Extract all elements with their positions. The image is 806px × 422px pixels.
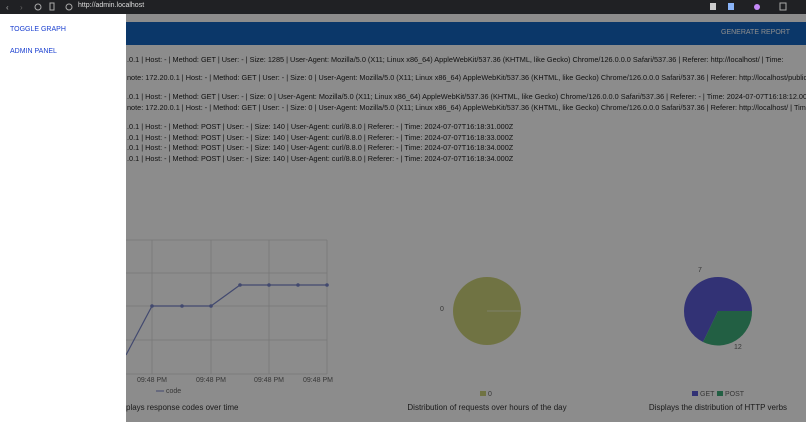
legend-swatch	[692, 391, 698, 396]
sidebar	[0, 14, 126, 422]
chart-caption: Distribution of requests over hours of t…	[407, 403, 566, 412]
line-points	[150, 283, 329, 308]
log-line: note: 172.20.0.1 | Host: - | Method: GET…	[127, 73, 806, 82]
line-series	[125, 284, 327, 356]
header-bar	[0, 22, 806, 45]
legend-swatch	[717, 391, 723, 396]
x-tick-label: 09:48 PM	[196, 377, 226, 384]
chart-caption: plays response codes over time	[126, 403, 239, 412]
log-line: .0.1 | Host: - | Method: POST | User: - …	[127, 122, 514, 131]
pie-label: 12	[734, 344, 742, 351]
legend-label[interactable]: code	[166, 388, 181, 395]
legend-swatch	[480, 391, 486, 396]
admin-panel-link[interactable]: ADMIN PANEL	[10, 48, 57, 55]
x-tick-label: 09:48 PM	[137, 377, 167, 384]
pie-slice-get	[683, 277, 752, 342]
browser-icons: ‹ ›	[6, 2, 787, 12]
log-line: note: 172.20.0.1 | Host: - | Method: GET…	[127, 103, 806, 112]
legend-label[interactable]: GET	[700, 391, 715, 398]
svg-text:›: ›	[20, 3, 23, 12]
log-line: .0.1 | Host: - | Method: POST | User: - …	[127, 133, 514, 142]
drawer-backdrop[interactable]	[126, 14, 806, 422]
log-line: .0.1 | Host: - | Method: GET | User: - |…	[127, 92, 806, 101]
legend-label[interactable]: 0	[488, 391, 492, 398]
toggle-graph-link[interactable]: TOGGLE GRAPH	[10, 26, 66, 33]
pie-label: 7	[698, 267, 702, 274]
browser-bar: ‹ ›	[0, 0, 806, 14]
legend-label[interactable]: POST	[725, 391, 745, 398]
chart-caption: Displays the distribution of HTTP verbs	[649, 403, 787, 412]
pie-label: 0	[440, 306, 444, 313]
log-line: .0.1 | Host: - | Method: GET | User: - |…	[127, 55, 784, 64]
pie-slice-post	[703, 311, 753, 346]
url[interactable]: http://admin.localhost	[78, 2, 145, 9]
x-tick-label: 09:48 PM	[254, 377, 284, 384]
x-tick-label: 09:48 PM	[303, 377, 333, 384]
log-line: .0.1 | Host: - | Method: POST | User: - …	[127, 154, 514, 163]
log-line: .0.1 | Host: - | Method: POST | User: - …	[127, 143, 514, 152]
svg-text:‹: ‹	[6, 3, 9, 12]
generate-report-button[interactable]: GENERATE REPORT	[721, 29, 790, 36]
